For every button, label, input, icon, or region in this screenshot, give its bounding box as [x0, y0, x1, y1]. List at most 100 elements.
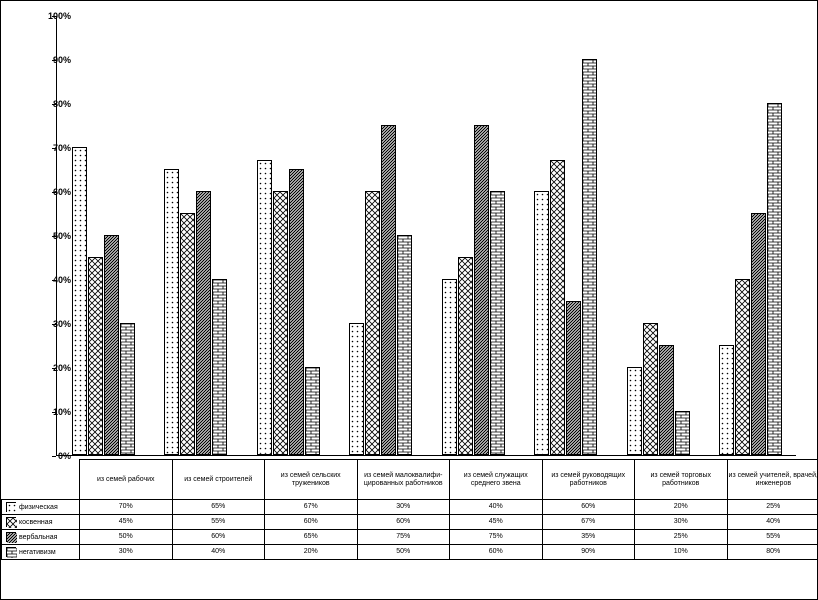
data-cell: 67% [265, 500, 358, 515]
bar [751, 213, 766, 455]
legend-swatch [6, 502, 16, 512]
legend-label: физическая [19, 504, 58, 511]
table-corner [2, 460, 80, 500]
bar [735, 279, 750, 455]
bar [164, 169, 179, 455]
data-cell: 80% [727, 545, 818, 560]
bar [257, 160, 272, 455]
category-header: из семей малоквалифи- цированных работни… [357, 460, 450, 500]
bar [582, 59, 597, 455]
bar-group [705, 16, 798, 455]
y-tick-label: 10% [41, 407, 71, 417]
legend-cell: косвенная [2, 515, 80, 530]
data-cell: 40% [727, 515, 818, 530]
bar [643, 323, 658, 455]
legend-swatch [6, 547, 16, 557]
data-cell: 75% [357, 530, 450, 545]
data-cell: 70% [80, 500, 173, 515]
y-tick-label: 90% [41, 55, 71, 65]
data-cell: 30% [635, 515, 728, 530]
data-cell: 65% [265, 530, 358, 545]
bar [72, 147, 87, 455]
bar [196, 191, 211, 455]
bar [566, 301, 581, 455]
data-table: из семей рабочихиз семей строителейиз се… [1, 459, 818, 560]
data-cell: 60% [542, 500, 635, 515]
data-cell: 25% [635, 530, 728, 545]
bar [104, 235, 119, 455]
category-header: из семей сельских тружеников [265, 460, 358, 500]
category-header: из семей строителей [172, 460, 265, 500]
bar [767, 103, 782, 455]
bar [349, 323, 364, 455]
data-cell: 60% [450, 545, 543, 560]
bar [88, 257, 103, 455]
bar [212, 279, 227, 455]
data-cell: 60% [357, 515, 450, 530]
data-cell: 90% [542, 545, 635, 560]
legend-cell: негативизм [2, 545, 80, 560]
bar [719, 345, 734, 455]
chart-container: 0%10%20%30%40%50%60%70%80%90%100% из сем… [0, 0, 818, 600]
data-cell: 55% [172, 515, 265, 530]
data-cell: 20% [635, 500, 728, 515]
y-tick-label: 40% [41, 275, 71, 285]
plot-area [56, 16, 796, 456]
data-cell: 75% [450, 530, 543, 545]
data-cell: 55% [727, 530, 818, 545]
bar [365, 191, 380, 455]
bar [381, 125, 396, 455]
y-tick-label: 80% [41, 99, 71, 109]
bar [273, 191, 288, 455]
bar-group [335, 16, 428, 455]
bar [120, 323, 135, 455]
bar [550, 160, 565, 455]
y-tick-label: 20% [41, 363, 71, 373]
bar-group [612, 16, 705, 455]
data-cell: 50% [80, 530, 173, 545]
bar [474, 125, 489, 455]
bar-group [150, 16, 243, 455]
legend-cell: вербальная [2, 530, 80, 545]
bar [675, 411, 690, 455]
category-header: из семей учителей, врачей, инженеров [727, 460, 818, 500]
category-header: из семей рабочих [80, 460, 173, 500]
data-cell: 40% [172, 545, 265, 560]
bar [180, 213, 195, 455]
y-tick-label: 50% [41, 231, 71, 241]
data-cell: 65% [172, 500, 265, 515]
category-header: из семей служащих среднего звена [450, 460, 543, 500]
y-tick-label: 30% [41, 319, 71, 329]
data-cell: 45% [450, 515, 543, 530]
data-cell: 35% [542, 530, 635, 545]
data-cell: 50% [357, 545, 450, 560]
legend-swatch [6, 532, 16, 542]
bar [534, 191, 549, 455]
category-header: из семей руководящих работников [542, 460, 635, 500]
bar-group [427, 16, 520, 455]
data-cell: 20% [265, 545, 358, 560]
bar-group [242, 16, 335, 455]
bar [490, 191, 505, 455]
y-tick-label: 100% [41, 11, 71, 21]
legend-label: негативизм [19, 549, 56, 556]
bar [442, 279, 457, 455]
bar-group [520, 16, 613, 455]
data-cell: 60% [172, 530, 265, 545]
category-header: из семей торговых работников [635, 460, 728, 500]
data-cell: 40% [450, 500, 543, 515]
legend-label: вербальная [19, 534, 57, 541]
legend-swatch [6, 517, 16, 527]
bar [627, 367, 642, 455]
y-tick-label: 60% [41, 187, 71, 197]
data-cell: 10% [635, 545, 728, 560]
data-cell: 25% [727, 500, 818, 515]
data-cell: 60% [265, 515, 358, 530]
bar [305, 367, 320, 455]
legend-label: косвенная [19, 519, 52, 526]
bar [289, 169, 304, 455]
data-cell: 45% [80, 515, 173, 530]
legend-cell: физическая [2, 500, 80, 515]
bar [397, 235, 412, 455]
data-cell: 67% [542, 515, 635, 530]
